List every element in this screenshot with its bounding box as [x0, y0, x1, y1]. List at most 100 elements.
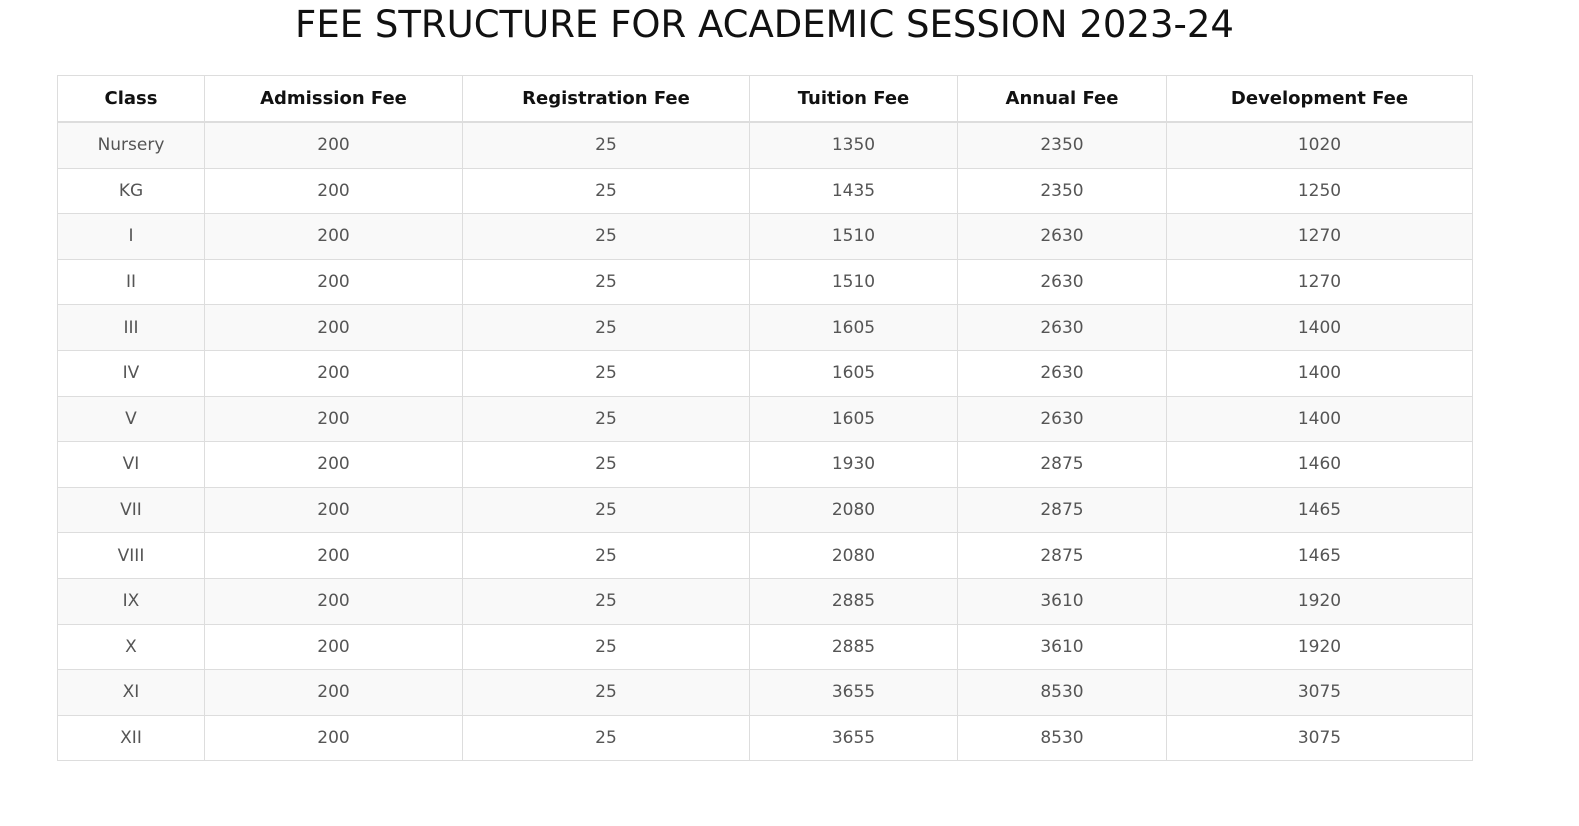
development-fee-cell: 3075 — [1166, 714, 1473, 762]
annual-fee-cell: 3610 — [957, 577, 1167, 625]
class-cell: Nursery — [57, 121, 205, 169]
registration-fee-cell: 25 — [462, 577, 750, 625]
admission-fee-cell: 200 — [204, 623, 463, 671]
table-body: Nursery 200 25 1350 2350 1020 KG 200 25 1435 2350 1… — [57, 121, 1473, 762]
table-row: III 200 25 1605 2630 1400 — [57, 304, 1473, 351]
development-fee-cell: 1920 — [1166, 577, 1473, 625]
registration-fee-cell: 25 — [462, 258, 750, 306]
fee-structure-table: Class Admission Fee Registration Fee Tui… — [57, 75, 1473, 762]
annual-fee-cell: 2875 — [957, 441, 1167, 488]
table-row: II 200 25 1510 2630 1270 — [57, 258, 1473, 306]
development-fee-cell: 1400 — [1166, 304, 1473, 351]
tuition-fee-cell: 1510 — [749, 258, 958, 306]
table-row: KG 200 25 1435 2350 1250 — [57, 167, 1473, 215]
class-cell: IV — [57, 349, 205, 397]
annual-fee-cell: 2630 — [957, 213, 1167, 260]
registration-fee-cell: 25 — [462, 121, 750, 169]
annual-fee-cell: 2875 — [957, 532, 1167, 579]
development-fee-cell: 3075 — [1166, 669, 1473, 716]
header-row: Class Admission Fee Registration Fee Tui… — [57, 75, 1473, 123]
annual-fee-cell: 2630 — [957, 258, 1167, 306]
admission-fee-cell: 200 — [204, 213, 463, 260]
registration-fee-cell: 25 — [462, 167, 750, 215]
admission-fee-cell: 200 — [204, 349, 463, 397]
registration-fee-cell: 25 — [462, 714, 750, 762]
table-row: IX 200 25 2885 3610 1920 — [57, 577, 1473, 625]
annual-fee-cell: 8530 — [957, 714, 1167, 762]
tuition-fee-cell: 1930 — [749, 441, 958, 488]
development-fee-cell: 1400 — [1166, 349, 1473, 397]
tuition-fee-cell: 1510 — [749, 213, 958, 260]
annual-fee-cell: 2630 — [957, 304, 1167, 351]
admission-fee-cell: 200 — [204, 167, 463, 215]
tuition-fee-cell: 3655 — [749, 714, 958, 762]
development-fee-cell: 1400 — [1166, 395, 1473, 443]
tuition-fee-cell: 2080 — [749, 486, 958, 534]
registration-fee-cell: 25 — [462, 349, 750, 397]
registration-fee-cell: 25 — [462, 486, 750, 534]
table-row: XII 200 25 3655 8530 3075 — [57, 714, 1473, 762]
development-fee-cell: 1270 — [1166, 213, 1473, 260]
annual-fee-cell: 2350 — [957, 167, 1167, 215]
admission-fee-cell: 200 — [204, 304, 463, 351]
admission-fee-cell: 200 — [204, 121, 463, 169]
column-header-class: Class — [57, 75, 205, 123]
development-fee-cell: 1250 — [1166, 167, 1473, 215]
table-row: VII 200 25 2080 2875 1465 — [57, 486, 1473, 534]
registration-fee-cell: 25 — [462, 441, 750, 488]
table-row: V 200 25 1605 2630 1400 — [57, 395, 1473, 443]
annual-fee-cell: 2875 — [957, 486, 1167, 534]
table-row: XI 200 25 3655 8530 3075 — [57, 669, 1473, 716]
column-header-development-fee: Development Fee — [1166, 75, 1473, 123]
registration-fee-cell: 25 — [462, 532, 750, 579]
registration-fee-cell: 25 — [462, 213, 750, 260]
class-cell: XII — [57, 714, 205, 762]
registration-fee-cell: 25 — [462, 623, 750, 671]
annual-fee-cell: 2630 — [957, 395, 1167, 443]
class-cell: I — [57, 213, 205, 260]
class-cell: X — [57, 623, 205, 671]
class-cell: VIII — [57, 532, 205, 579]
development-fee-cell: 1465 — [1166, 486, 1473, 534]
development-fee-cell: 1270 — [1166, 258, 1473, 306]
development-fee-cell: 1465 — [1166, 532, 1473, 579]
class-cell: III — [57, 304, 205, 351]
admission-fee-cell: 200 — [204, 441, 463, 488]
table-row: VI 200 25 1930 2875 1460 — [57, 441, 1473, 488]
admission-fee-cell: 200 — [204, 577, 463, 625]
tuition-fee-cell: 2885 — [749, 577, 958, 625]
tuition-fee-cell: 1350 — [749, 121, 958, 169]
column-header-registration-fee: Registration Fee — [462, 75, 750, 123]
table-row: Nursery 200 25 1350 2350 1020 — [57, 121, 1473, 169]
development-fee-cell: 1020 — [1166, 121, 1473, 169]
page-title: FEE STRUCTURE FOR ACADEMIC SESSION 2023-… — [295, 3, 1234, 46]
column-header-annual-fee: Annual Fee — [957, 75, 1167, 123]
tuition-fee-cell: 1435 — [749, 167, 958, 215]
admission-fee-cell: 200 — [204, 714, 463, 762]
table-row: X 200 25 2885 3610 1920 — [57, 623, 1473, 671]
admission-fee-cell: 200 — [204, 258, 463, 306]
registration-fee-cell: 25 — [462, 395, 750, 443]
tuition-fee-cell: 2080 — [749, 532, 958, 579]
table-header: Class Admission Fee Registration Fee Tui… — [57, 75, 1473, 123]
admission-fee-cell: 200 — [204, 486, 463, 534]
registration-fee-cell: 25 — [462, 304, 750, 351]
tuition-fee-cell: 1605 — [749, 349, 958, 397]
annual-fee-cell: 8530 — [957, 669, 1167, 716]
class-cell: VI — [57, 441, 205, 488]
tuition-fee-cell: 1605 — [749, 395, 958, 443]
class-cell: II — [57, 258, 205, 306]
table-row: I 200 25 1510 2630 1270 — [57, 213, 1473, 260]
annual-fee-cell: 2350 — [957, 121, 1167, 169]
class-cell: V — [57, 395, 205, 443]
development-fee-cell: 1460 — [1166, 441, 1473, 488]
column-header-tuition-fee: Tuition Fee — [749, 75, 958, 123]
class-cell: VII — [57, 486, 205, 534]
annual-fee-cell: 3610 — [957, 623, 1167, 671]
admission-fee-cell: 200 — [204, 532, 463, 579]
column-header-admission-fee: Admission Fee — [204, 75, 463, 123]
tuition-fee-cell: 2885 — [749, 623, 958, 671]
class-cell: XI — [57, 669, 205, 716]
tuition-fee-cell: 3655 — [749, 669, 958, 716]
registration-fee-cell: 25 — [462, 669, 750, 716]
